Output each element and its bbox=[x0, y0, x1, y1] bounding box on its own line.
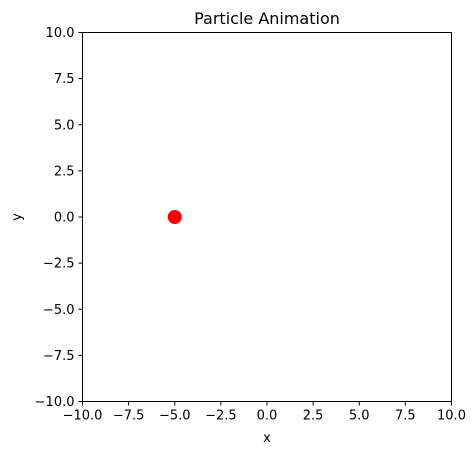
y-tick-label: 7.5 bbox=[54, 72, 75, 87]
x-tick-label: −2.5 bbox=[205, 409, 237, 424]
chart-title: Particle Animation bbox=[194, 9, 340, 28]
x-tick-label: −10.0 bbox=[63, 409, 103, 424]
y-tick-label: −10.0 bbox=[35, 395, 75, 410]
y-tick-label: 0.0 bbox=[54, 211, 75, 226]
x-tick-label: −7.5 bbox=[113, 409, 145, 424]
x-axis-ticks: −10.0 −7.5 −5.0 −2.5 0.0 2.5 5.0 7.5 10.0 bbox=[63, 401, 466, 424]
y-tick-label: 5.0 bbox=[54, 118, 75, 133]
x-tick-label: 0.0 bbox=[257, 409, 278, 424]
y-axis-ticks: −10.0 −7.5 −5.0 −2.5 0.0 2.5 5.0 7.5 10.0 bbox=[35, 26, 83, 410]
y-tick-label: 2.5 bbox=[54, 164, 75, 179]
x-tick-label: 7.5 bbox=[395, 409, 416, 424]
x-axis-label: x bbox=[263, 431, 271, 446]
x-tick-label: −5.0 bbox=[159, 409, 191, 424]
y-tick-label: −5.0 bbox=[43, 303, 75, 318]
x-tick-label: 5.0 bbox=[349, 409, 370, 424]
x-tick-label: 2.5 bbox=[303, 409, 324, 424]
plot-area-frame bbox=[82, 32, 452, 402]
particle-point bbox=[167, 210, 182, 224]
x-tick-label: 10.0 bbox=[437, 409, 466, 424]
data-points bbox=[167, 210, 182, 224]
y-axis-label: y bbox=[10, 213, 25, 221]
y-tick-label: −7.5 bbox=[43, 349, 75, 364]
y-tick-label: 10.0 bbox=[46, 26, 75, 41]
y-tick-label: −2.5 bbox=[43, 257, 75, 272]
